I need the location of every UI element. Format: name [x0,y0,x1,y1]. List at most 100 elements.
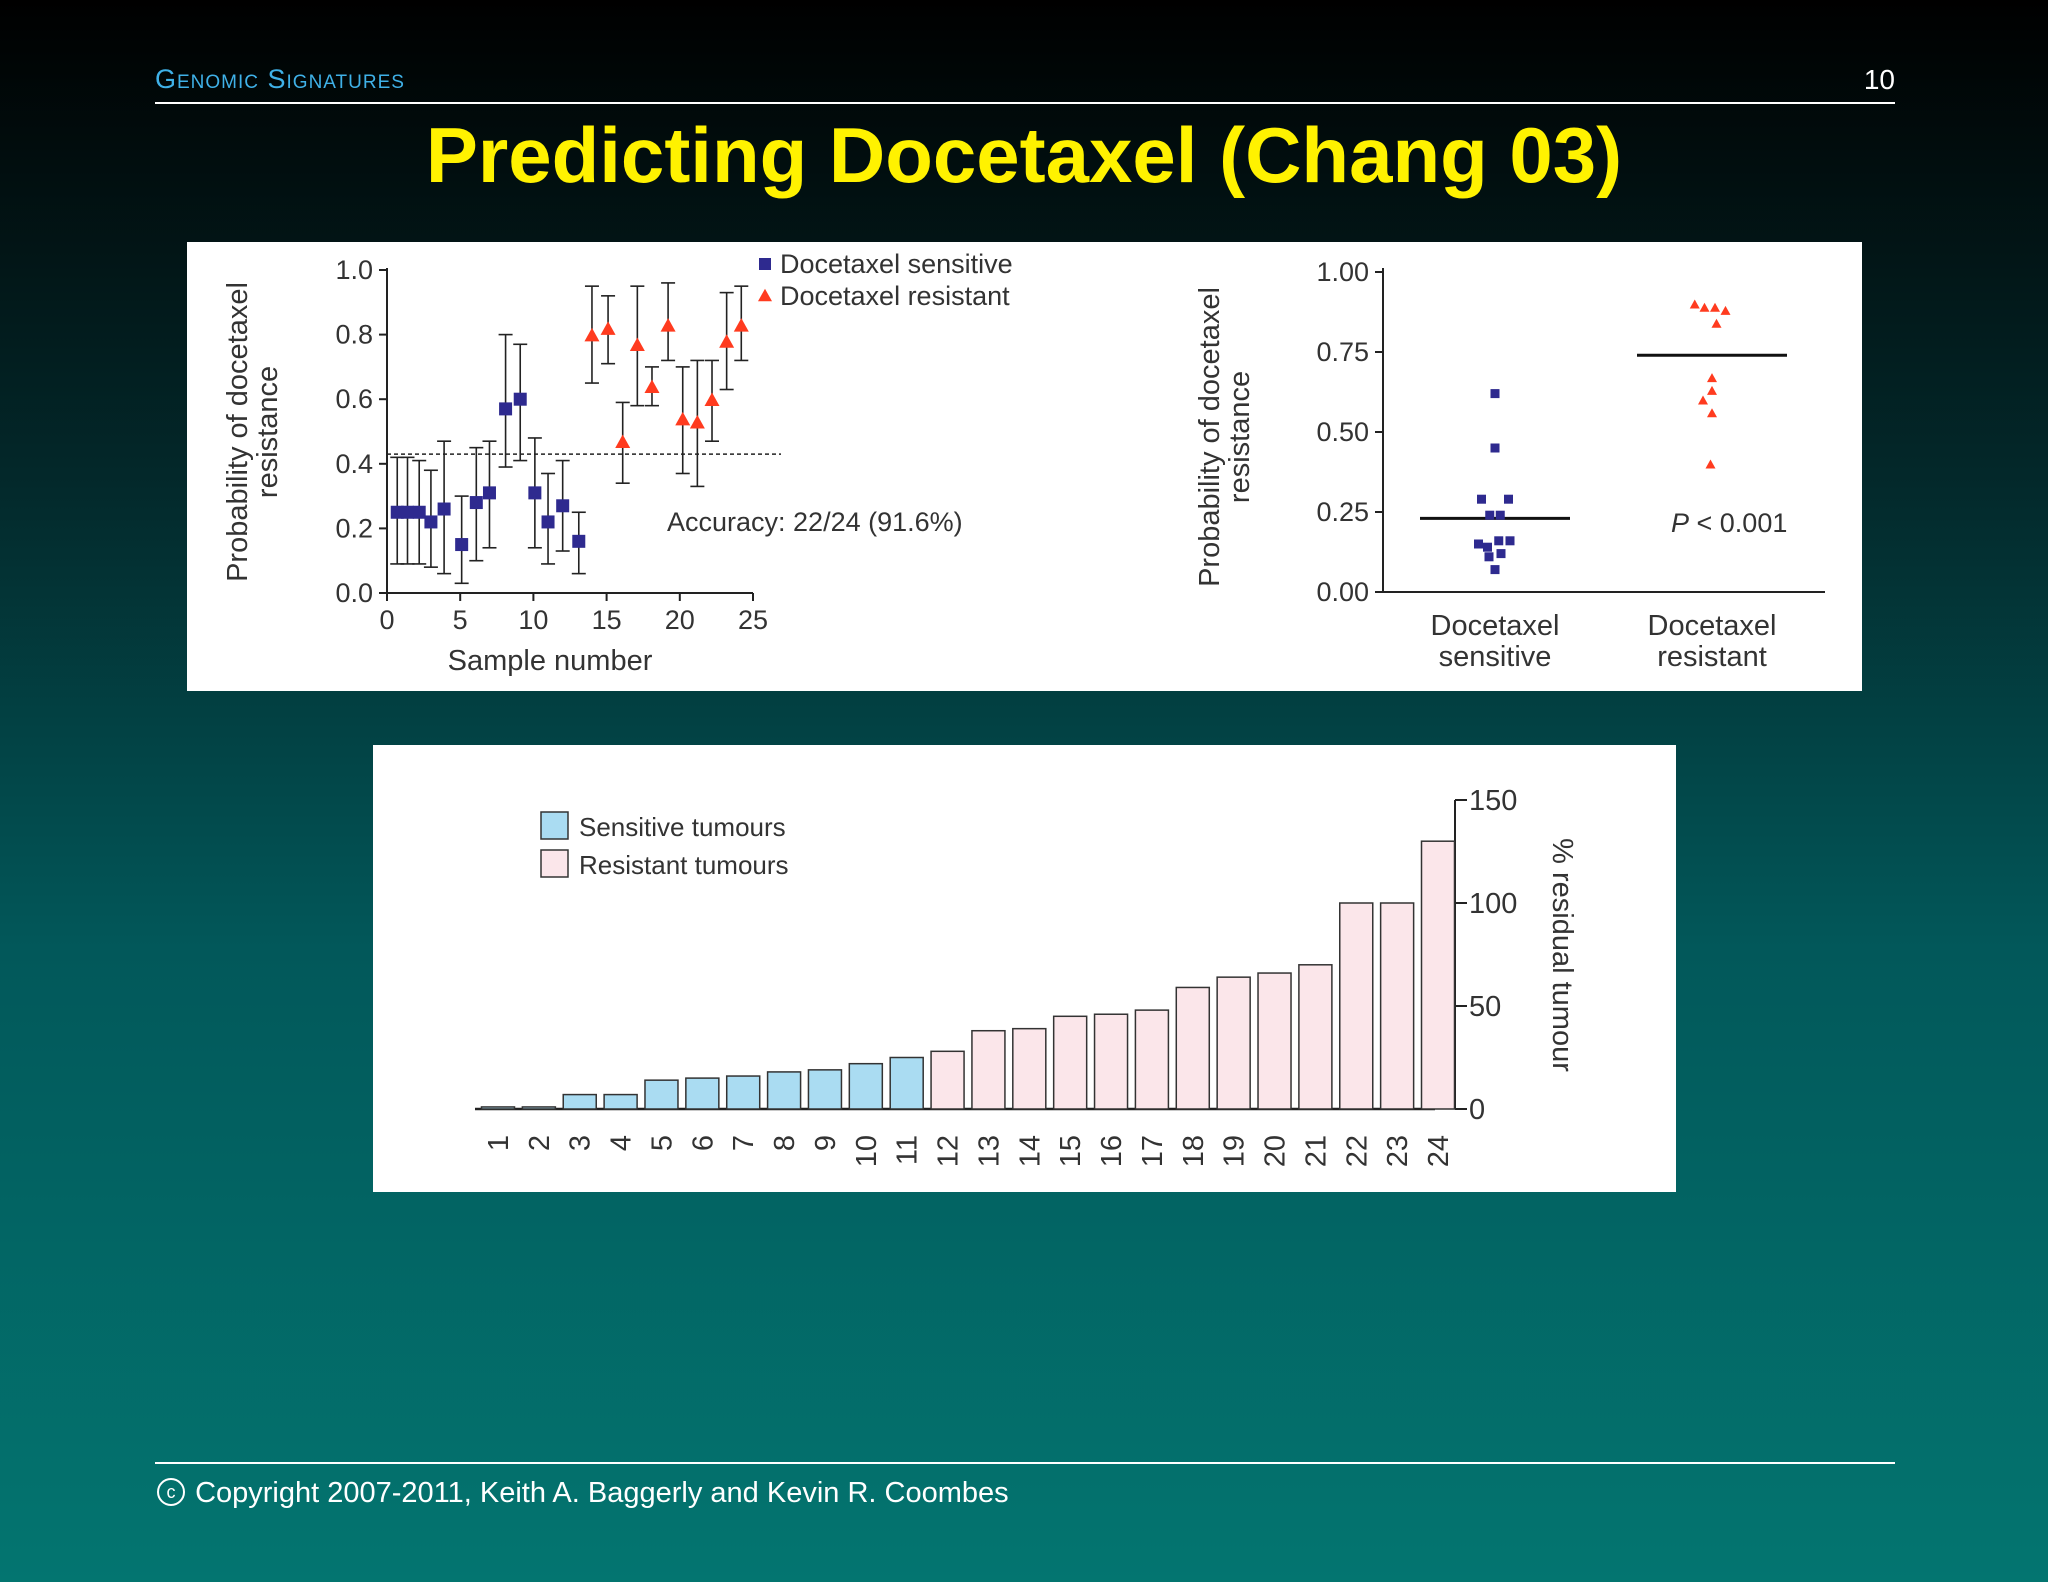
chart3-bar-resistant [1339,902,1374,1110]
chart3-y-axis-label: % residual tumour [1546,838,1578,1072]
chart2-point-sensitive [1490,565,1500,575]
chart3-x-tick-label: 2 [524,1135,556,1151]
chart1-y-axis-label: resistance [252,366,284,498]
chart2-point-resistant [1720,305,1731,315]
chart1-point-resistant [600,321,616,335]
chart3-x-tick-label: 20 [1260,1135,1292,1167]
chart1-x-tick-label: 15 [592,605,622,635]
chart1-point-resistant [733,318,749,332]
chart1-point-resistant [675,411,691,426]
chart1-x-tick-label: 25 [738,605,768,635]
chart3-x-tick-label: 10 [851,1135,883,1167]
chart2-p-symbol: P [1671,508,1689,538]
chart3-bar-sensitive [685,1077,720,1110]
chart3-x-tick-label: 12 [933,1135,965,1167]
chart3-bar-sensitive [562,1093,597,1110]
chart2-point-resistant [1710,302,1720,312]
chart2-series-resistant [1637,299,1787,469]
chart1-point-sensitive [437,502,451,516]
chart2-point-sensitive [1504,494,1513,504]
legend-sensitive-swatch [540,811,569,840]
chart1-point-sensitive [541,515,555,529]
chart2-y-tick-label: 1.00 [1316,257,1369,287]
chart1-point-sensitive [469,496,483,510]
chart2-y-axis-label: resistance [1224,371,1256,503]
chart3-bar-resistant [1216,976,1251,1110]
chart3-x-tick-label: 18 [1178,1135,1210,1167]
chart2-point-sensitive [1505,536,1515,546]
chart1-y-axis-label: Probability of docetaxel [222,282,254,582]
chart2-point-resistant [1705,459,1716,469]
chart1-x-tick-label: 5 [453,605,468,635]
chart1-point-resistant [689,415,705,429]
chart3-bar-resistant [1298,964,1333,1110]
chart2-point-sensitive [1477,494,1486,504]
chart3-bar-resistant [1052,1015,1088,1110]
chart3-x-tick-label: 24 [1423,1135,1455,1167]
chart3-x-tick-label: 14 [1014,1135,1046,1167]
chart3-x-tick-label: 19 [1219,1135,1251,1167]
chart2-point-sensitive [1490,443,1500,453]
chart2-y-axis-label: Probability of docetaxel [1194,287,1226,587]
chart3-y-tick-label: 50 [1469,991,1501,1023]
chart1-point-sensitive [556,499,570,513]
chart3-x-tick-label: 16 [1096,1135,1128,1167]
chart3-x-tick-label: 4 [606,1135,638,1151]
chart3-x-tick-label: 22 [1341,1135,1373,1167]
bottom-figure-panel: 0 50 100 150% residual tumour 1 2 3 4 5 6 7 8 9 10 11 1… [373,745,1676,1192]
chart1-accuracy-annotation: Accuracy: 22/24 (91.6%) [667,507,963,537]
chart3-x-tick-label: 1 [483,1135,515,1151]
chart3-bar-resistant [1093,1013,1129,1110]
chart3-x-tick-label: 6 [687,1135,719,1151]
chart3-bar-sensitive [603,1093,638,1110]
chart1-point-sensitive [528,486,542,500]
chart3-bar-resistant [1012,1027,1047,1110]
chart1-point-sensitive [424,515,438,529]
chart2-point-sensitive [1474,539,1483,549]
legend-sensitive-marker [759,258,771,270]
chart1-point-resistant [719,334,735,348]
chart1-point-resistant [615,434,631,448]
chart3-bar-resistant [1420,840,1456,1110]
chart1-point-sensitive [482,486,496,500]
chart1-x-tick-label: 20 [665,605,695,635]
chart3-bar-resistant [1379,902,1415,1110]
chart3-y-tick-label: 0 [1469,1094,1485,1126]
chart3-y-tick-label: 150 [1469,785,1517,817]
footer-divider [155,1462,1895,1464]
chart3-bar-sensitive [766,1071,802,1110]
copyright-icon: c [157,1478,185,1506]
chart1-point-resistant [644,379,660,394]
chart1-point-resistant [629,337,645,352]
chart2-p-value: P < 0.001 [1671,508,1787,538]
chart3-legend: Sensitive tumours Resistant tumours [540,811,789,880]
chart2-y-tick-label: 0.25 [1316,497,1369,527]
chart2-category-label: Docetaxel [1431,610,1560,642]
chart3-bar-sensitive [521,1106,557,1110]
chart2-point-resistant [1711,318,1722,328]
chart3-x-tick-label: 7 [728,1135,760,1151]
chart2-point-resistant [1707,373,1717,383]
chart2-y-tick-label: 0.75 [1316,337,1369,367]
chart3-bar-sensitive [725,1075,761,1110]
chart2-point-resistant [1689,299,1700,309]
chart3-x-tick-label: 3 [565,1135,597,1151]
legend-sensitive-tumours-label: Sensitive tumours [579,812,786,842]
chart2-series-sensitive [1420,389,1570,575]
slide-header: Genomic Signatures 10 [155,62,1895,104]
chart1-series-resistant [584,282,749,488]
chart3-bar-resistant [1134,1009,1170,1110]
chart1-point-sensitive [513,392,527,406]
chart1-point-sensitive [572,534,586,548]
chart3-bar-sensitive [889,1056,924,1110]
chart3-bar-sensitive [480,1106,516,1110]
copyright-symbol: c [167,1482,176,1502]
chart1-x-axis-label: Sample number [448,645,653,677]
chart3-x-tick-label: 17 [1137,1135,1169,1167]
chart2-point-sensitive [1485,510,1495,520]
chart1-point-resistant [660,318,676,332]
legend-resistant-label: Docetaxel resistant [780,281,1010,311]
chart2-category-label: resistant [1657,641,1767,673]
